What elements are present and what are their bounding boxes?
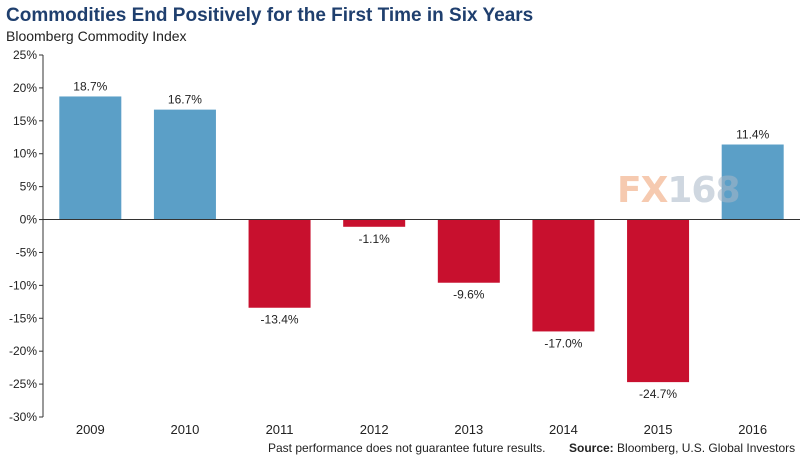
- chart-subtitle: Bloomberg Commodity Index: [6, 28, 187, 44]
- y-tick-label: 0%: [20, 213, 38, 227]
- x-tick-label-2014: 2014: [549, 422, 578, 437]
- data-label-2014: -17.0%: [544, 336, 582, 350]
- y-tick-label: 20%: [13, 81, 37, 95]
- chart-title: Commodities End Positively for the First…: [6, 5, 534, 26]
- y-tick-label: -10%: [9, 278, 37, 292]
- y-tick-label: 15%: [13, 114, 37, 128]
- x-tick-label-2013: 2013: [454, 422, 483, 437]
- axis-layer: 25% 20% 15% 10% 5% 0% -5% -10% -15% -20% -25% -30%: [9, 48, 44, 424]
- x-tick-label-2009: 2009: [76, 422, 105, 437]
- y-tick-label: -25%: [9, 377, 37, 391]
- x-tick-label-2010: 2010: [170, 422, 199, 437]
- data-label-2012: -1.1%: [359, 232, 391, 246]
- y-tick-label: -30%: [9, 410, 37, 424]
- x-tick-label-2011: 2011: [266, 422, 294, 437]
- y-tick-label: 5%: [20, 180, 38, 194]
- source-label: Source:: [569, 441, 614, 455]
- data-label-2013: -9.6%: [453, 288, 485, 302]
- x-tick-label-2016: 2016: [738, 422, 767, 437]
- bar-2011: [248, 219, 311, 308]
- bar-2012: [343, 219, 406, 227]
- y-tick-label: 10%: [13, 147, 37, 161]
- data-label-2009: 18.7%: [73, 79, 107, 93]
- x-tick-label-2012: 2012: [360, 422, 389, 437]
- bar-2009: [59, 96, 122, 220]
- disclaimer-note: Past performance does not guarantee futu…: [268, 441, 546, 455]
- bar-2014: [532, 219, 595, 332]
- data-label-2015: -24.7%: [639, 387, 677, 401]
- source-text: Bloomberg, U.S. Global Investors: [617, 441, 796, 455]
- bar-2016: [721, 144, 784, 220]
- source-note: Source: Bloomberg, U.S. Global Investors: [569, 441, 795, 455]
- data-label-2010: 16.7%: [168, 93, 202, 107]
- data-label-2011: -13.4%: [261, 313, 299, 327]
- bar-2010: [153, 109, 216, 220]
- bar-layer: [59, 96, 784, 383]
- y-tick-label: -5%: [16, 245, 38, 259]
- watermark-logo: FX168: [617, 170, 741, 211]
- label-layer: 18.7% 2009 16.7% 2010 -13.4% 2011 -1.1% 2012 -9.…: [43, 79, 800, 437]
- x-tick-label-2015: 2015: [644, 422, 673, 437]
- y-tick-label: -15%: [9, 311, 37, 325]
- y-tick-label: 25%: [13, 48, 37, 62]
- bar-2013: [437, 219, 500, 283]
- data-label-2016: 11.4%: [736, 128, 769, 142]
- bar-2015: [627, 219, 690, 383]
- y-tick-label: -20%: [9, 344, 37, 358]
